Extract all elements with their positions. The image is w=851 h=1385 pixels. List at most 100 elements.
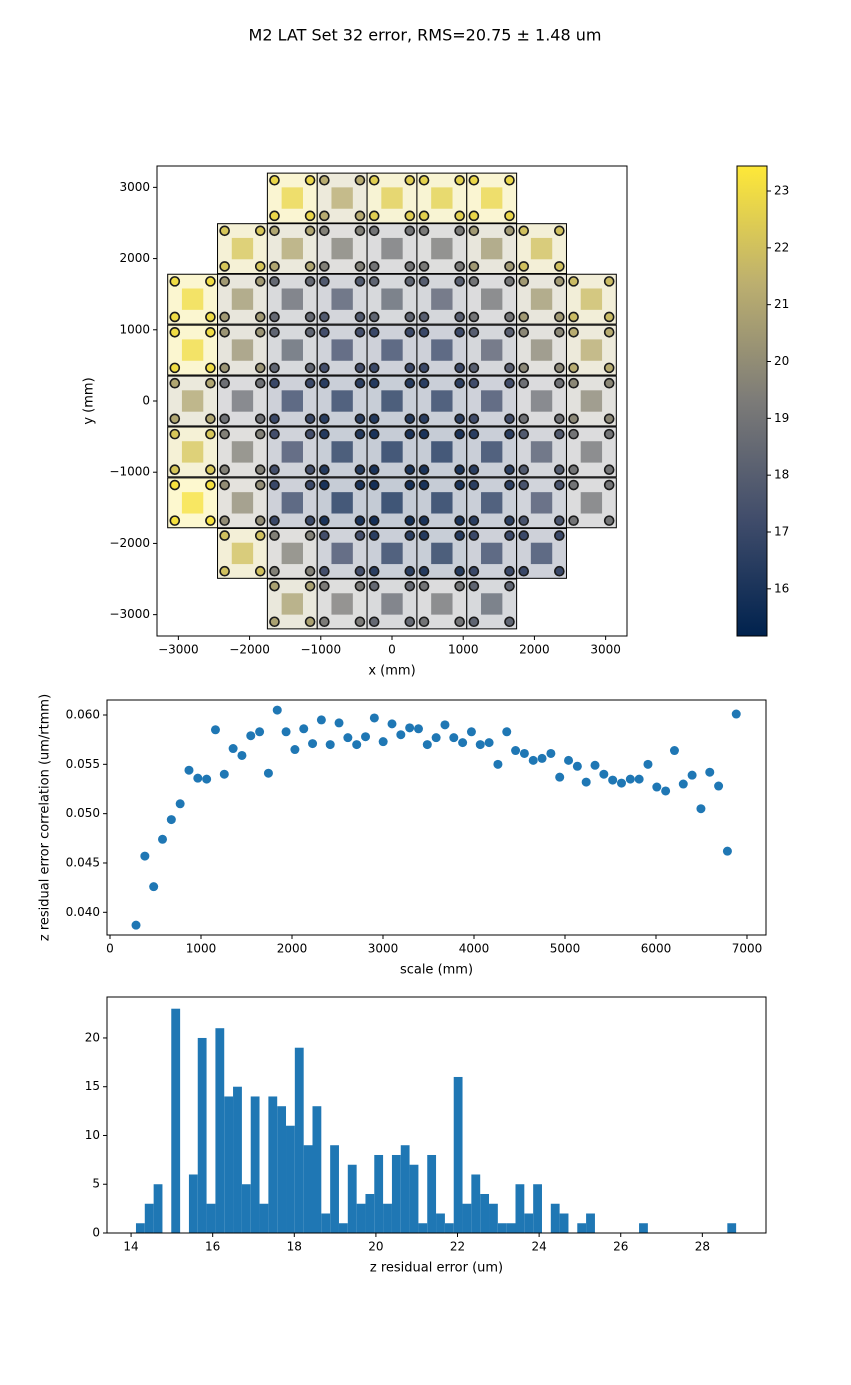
actuator bbox=[554, 362, 565, 374]
actuator bbox=[219, 479, 230, 491]
actuator bbox=[319, 413, 330, 425]
point bbox=[652, 782, 662, 792]
actuator bbox=[319, 515, 330, 526]
actuator bbox=[468, 261, 480, 272]
y-tick-label: 5 bbox=[92, 1177, 100, 1191]
panel-core bbox=[580, 288, 603, 310]
y-tick-label: −1000 bbox=[109, 465, 150, 479]
actuator bbox=[354, 565, 366, 577]
actuator bbox=[254, 311, 266, 323]
point bbox=[378, 737, 388, 747]
actuator bbox=[304, 565, 316, 577]
panel-core bbox=[481, 237, 503, 260]
panel-core bbox=[181, 339, 204, 361]
actuator bbox=[603, 362, 615, 374]
bar bbox=[215, 1028, 225, 1233]
bar bbox=[383, 1203, 392, 1233]
panel-core bbox=[530, 492, 553, 514]
actuator bbox=[304, 530, 316, 541]
actuator bbox=[368, 464, 380, 476]
actuator bbox=[404, 565, 416, 577]
point bbox=[272, 705, 282, 715]
panel-core bbox=[481, 593, 503, 615]
actuator bbox=[319, 362, 330, 374]
y-axis-label: y (mm) bbox=[82, 377, 97, 424]
actuator bbox=[354, 580, 366, 592]
actuator bbox=[603, 326, 615, 338]
panel-core bbox=[331, 187, 353, 209]
actuator bbox=[518, 413, 530, 425]
actuator bbox=[304, 210, 316, 222]
bar bbox=[480, 1193, 490, 1233]
actuator bbox=[354, 530, 366, 541]
panel-core bbox=[530, 542, 553, 565]
actuator bbox=[404, 515, 416, 526]
actuator bbox=[169, 428, 181, 440]
actuator bbox=[368, 225, 380, 237]
bar bbox=[268, 1096, 278, 1233]
point bbox=[343, 733, 353, 743]
panel-core bbox=[281, 593, 303, 615]
actuator bbox=[418, 530, 430, 541]
actuator bbox=[269, 530, 280, 541]
colorbar-tick-label: 21 bbox=[774, 297, 789, 311]
figure-title: M2 LAT Set 32 error, RMS=20.75 ± 1.48 um bbox=[249, 26, 602, 45]
actuator bbox=[205, 515, 216, 526]
point bbox=[502, 727, 512, 737]
panel-core bbox=[580, 492, 603, 514]
actuator bbox=[404, 616, 416, 628]
actuator bbox=[454, 261, 465, 272]
actuator bbox=[568, 362, 579, 374]
actuator bbox=[368, 276, 380, 287]
actuator bbox=[418, 311, 430, 323]
point bbox=[511, 746, 521, 756]
actuator bbox=[418, 428, 430, 440]
actuator bbox=[568, 413, 579, 425]
y-tick-label: 0 bbox=[92, 1226, 100, 1240]
actuator bbox=[418, 580, 430, 592]
x-tick-label: 2000 bbox=[277, 942, 308, 956]
point bbox=[599, 769, 609, 779]
actuator bbox=[254, 377, 266, 389]
actuator bbox=[504, 580, 515, 592]
actuator bbox=[304, 377, 316, 389]
actuator bbox=[354, 464, 366, 476]
point bbox=[661, 786, 671, 796]
actuator bbox=[169, 326, 181, 338]
actuator bbox=[319, 311, 330, 323]
actuator bbox=[603, 377, 615, 389]
point bbox=[334, 718, 344, 728]
point bbox=[308, 739, 318, 749]
actuator bbox=[518, 515, 530, 526]
actuator bbox=[504, 530, 515, 541]
actuator bbox=[504, 565, 515, 577]
actuator bbox=[404, 530, 416, 541]
actuator bbox=[418, 261, 430, 272]
panel-core bbox=[231, 288, 254, 310]
panel-core bbox=[481, 339, 503, 361]
actuator bbox=[404, 413, 416, 425]
actuator bbox=[404, 276, 416, 287]
bar bbox=[330, 1145, 339, 1233]
actuator bbox=[454, 413, 465, 425]
actuator bbox=[219, 261, 230, 272]
actuator bbox=[269, 464, 280, 476]
actuator bbox=[354, 428, 366, 440]
bar bbox=[639, 1223, 648, 1233]
point bbox=[519, 748, 529, 758]
point bbox=[493, 759, 503, 769]
actuator bbox=[269, 479, 280, 491]
point bbox=[396, 730, 406, 740]
panel-core bbox=[481, 390, 503, 412]
bar bbox=[462, 1203, 472, 1233]
panel-core bbox=[331, 441, 353, 463]
axes-frame bbox=[106, 699, 767, 936]
actuator bbox=[504, 276, 515, 287]
y-tick-label: 0.055 bbox=[66, 757, 100, 771]
bar bbox=[427, 1154, 437, 1233]
point bbox=[669, 746, 679, 756]
actuator bbox=[404, 174, 416, 186]
bar bbox=[153, 1184, 163, 1233]
actuator bbox=[169, 413, 181, 425]
